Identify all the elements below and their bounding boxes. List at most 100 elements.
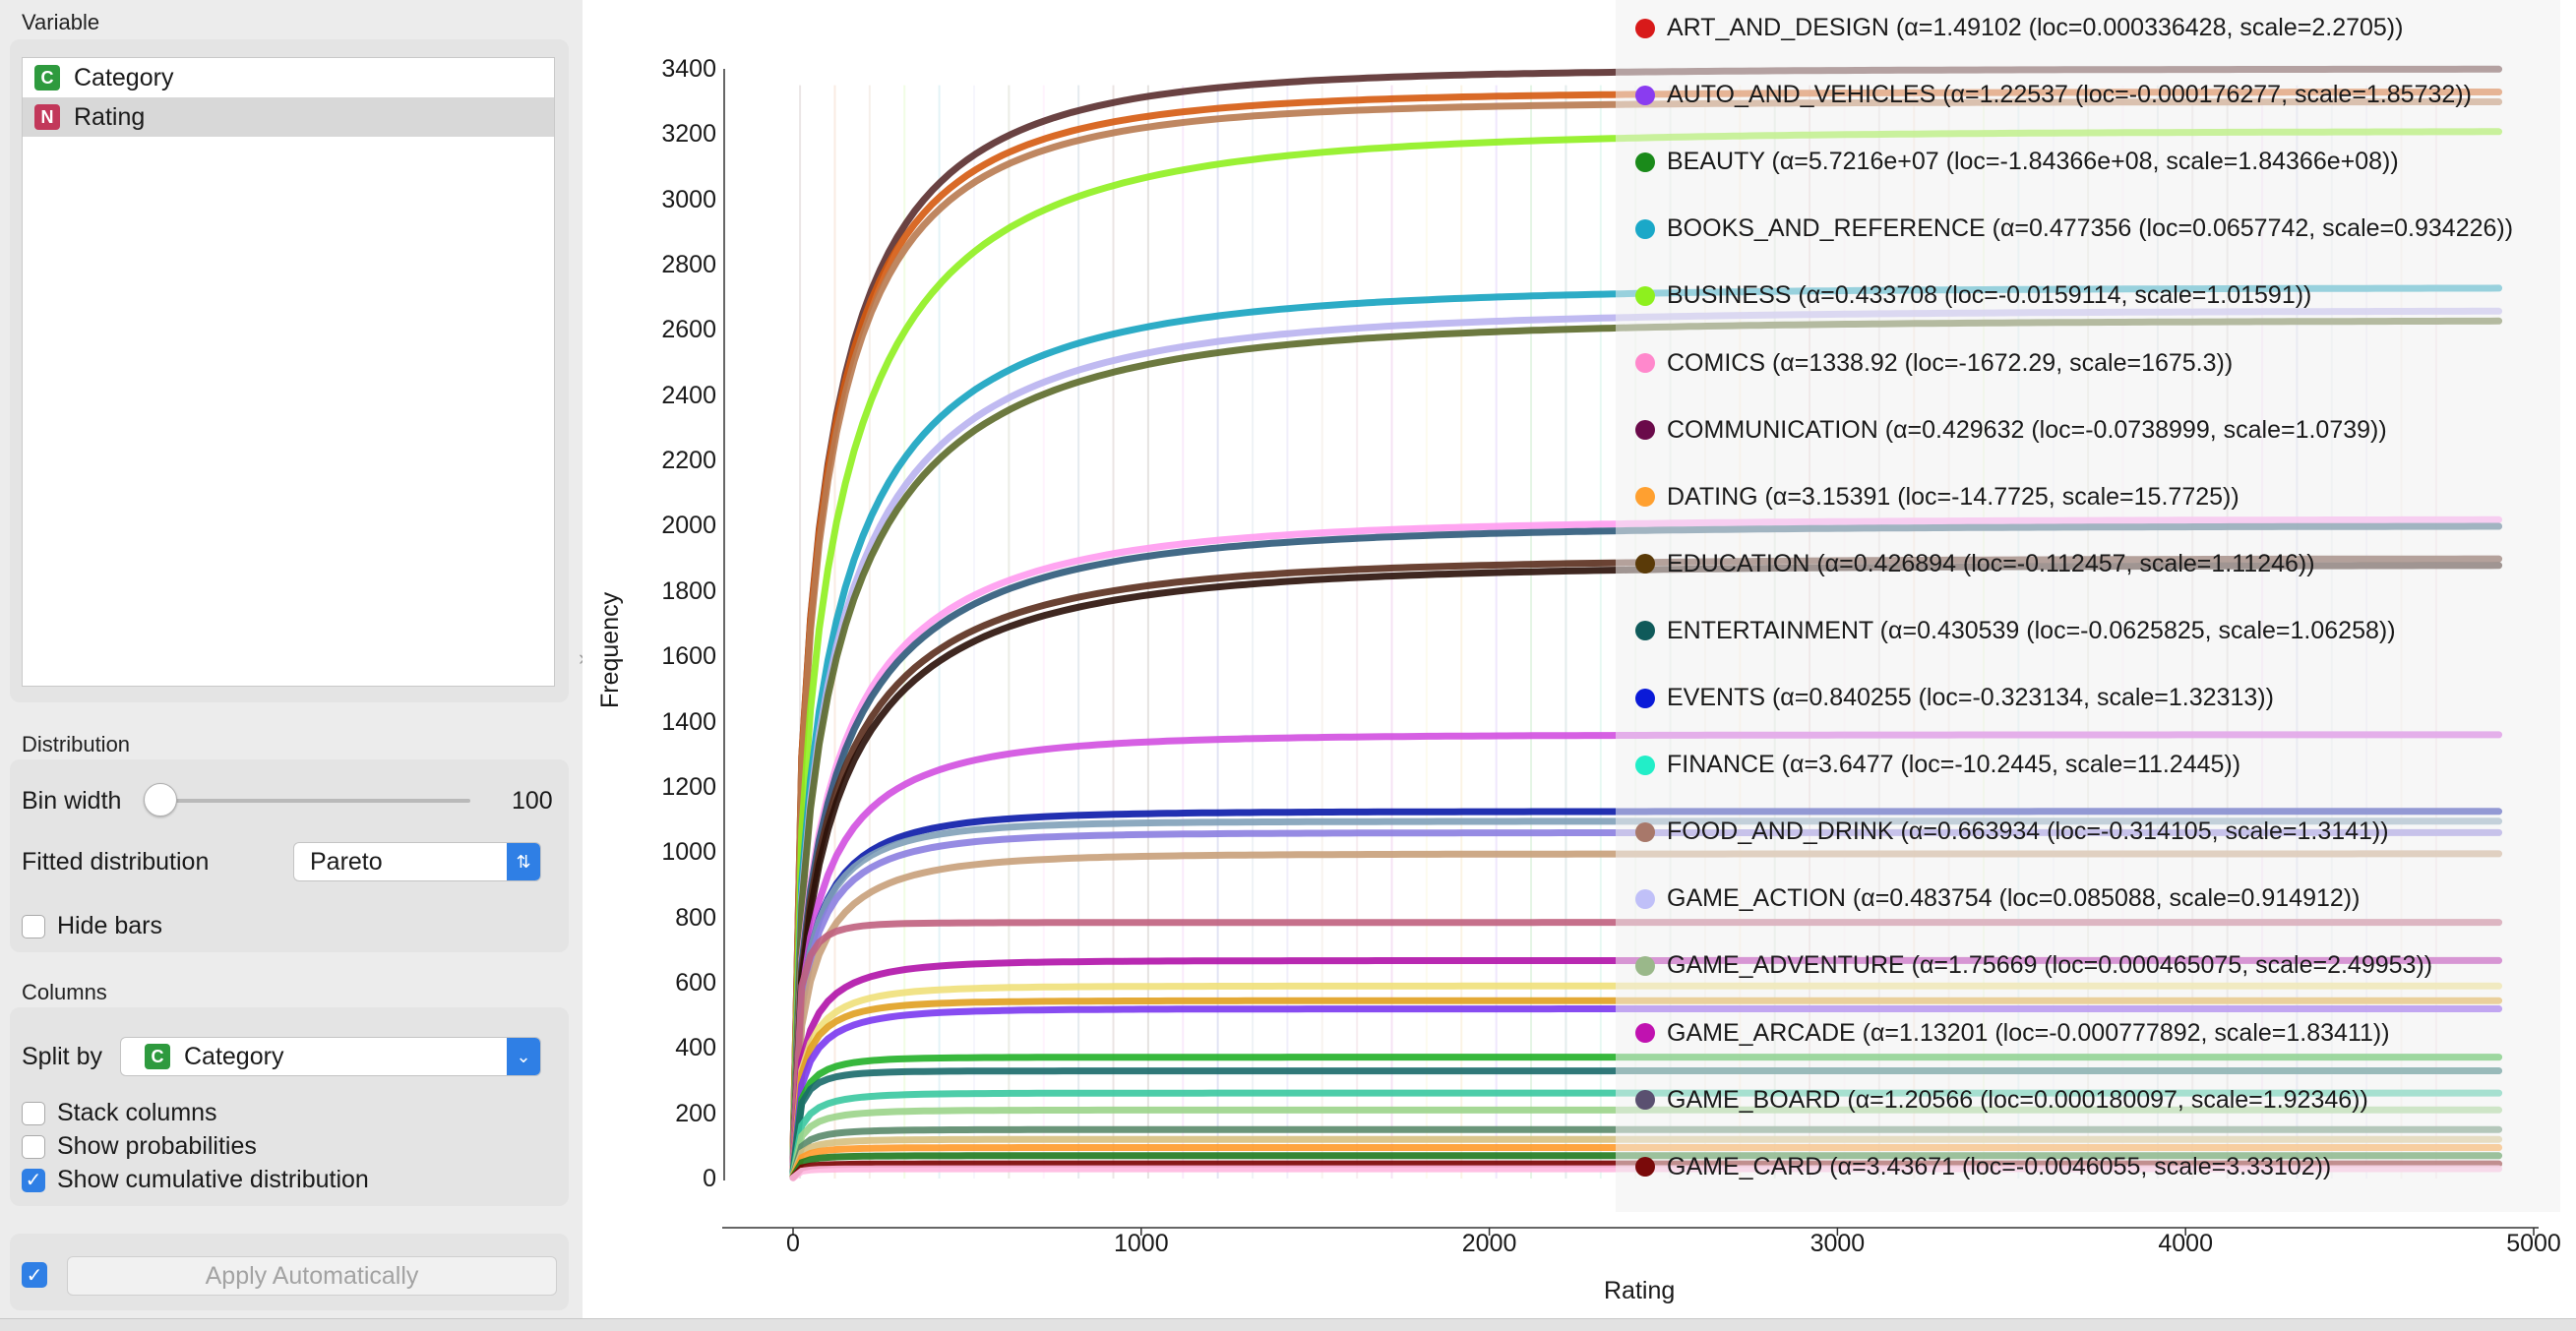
- stack-columns-label: Stack columns: [57, 1099, 217, 1126]
- y-tick-label: 2000: [661, 512, 716, 540]
- y-tick-label: 2600: [661, 316, 716, 344]
- variable-section-title: Variable: [22, 10, 100, 34]
- y-tick-label: 1000: [661, 838, 716, 867]
- stack-columns-checkbox[interactable]: Stack columns: [22, 1099, 217, 1127]
- y-tick-label: 1800: [661, 576, 716, 605]
- y-tick-label: 1400: [661, 707, 716, 736]
- legend-item: GAME_ADVENTURE (α=1.75669 (loc=0.0004650…: [1635, 951, 2432, 980]
- fitted-distribution-label: Fitted distribution: [22, 848, 210, 876]
- legend-label: FINANCE (α=3.6477 (loc=-10.2445, scale=1…: [1667, 751, 2241, 779]
- fitted-distribution-value: Pareto: [310, 847, 383, 876]
- distribution-section-title: Distribution: [22, 732, 131, 756]
- legend-item: FOOD_AND_DRINK (α=0.663934 (loc=-0.31410…: [1635, 817, 2389, 846]
- variable-item-category[interactable]: C Category: [23, 58, 554, 97]
- legend-label: AUTO_AND_VEHICLES (α=1.22537 (loc=-0.000…: [1667, 81, 2472, 109]
- y-tick-label: 200: [675, 1099, 716, 1127]
- legend-label: BEAUTY (α=5.7216e+07 (loc=-1.84366e+08, …: [1667, 148, 2399, 176]
- legend-swatch-icon: [1635, 353, 1655, 373]
- split-by-label: Split by: [22, 1043, 102, 1070]
- legend-swatch-icon: [1635, 554, 1655, 575]
- splitter-handle-icon[interactable]: ›: [579, 645, 585, 671]
- legend-swatch-icon: [1635, 18, 1655, 38]
- variable-list[interactable]: C Category N Rating: [22, 57, 555, 687]
- legend-label: DATING (α=3.15391 (loc=-14.7725, scale=1…: [1667, 482, 2239, 511]
- legend-label: EVENTS (α=0.840255 (loc=-0.323134, scale…: [1667, 684, 2274, 711]
- split-by-select[interactable]: C Category ⌄: [120, 1037, 541, 1076]
- y-tick-label: 800: [675, 903, 716, 932]
- legend-label: FOOD_AND_DRINK (α=0.663934 (loc=-0.31410…: [1667, 817, 2389, 846]
- legend-label: GAME_ARCADE (α=1.13201 (loc=-0.000777892…: [1667, 1018, 2390, 1047]
- legend-swatch-icon: [1635, 1157, 1655, 1178]
- legend-swatch-icon: [1635, 888, 1655, 909]
- checkmark-icon[interactable]: ✓: [22, 1168, 45, 1192]
- y-tick-label: 0: [703, 1165, 716, 1192]
- legend-swatch-icon: [1635, 1090, 1655, 1111]
- legend-item: ENTERTAINMENT (α=0.430539 (loc=-0.062582…: [1635, 617, 2396, 645]
- variable-item-rating[interactable]: N Rating: [23, 97, 554, 137]
- y-tick-label: 1600: [661, 642, 716, 671]
- hide-bars-label: Hide bars: [57, 912, 162, 939]
- y-tick-label: 1200: [661, 772, 716, 801]
- legend-swatch-icon: [1635, 755, 1655, 775]
- legend-swatch-icon: [1635, 285, 1655, 306]
- split-by-value: Category: [184, 1042, 284, 1070]
- updown-chevron-icon: ⇅: [507, 843, 540, 880]
- y-tick-label: 3000: [661, 185, 716, 213]
- show-cumulative-checkbox[interactable]: ✓ Show cumulative distribution: [22, 1166, 369, 1194]
- y-axis-title: Frequency: [596, 591, 624, 708]
- legend-item: GAME_ACTION (α=0.483754 (loc=0.085088, s…: [1635, 884, 2360, 913]
- legend: [1616, 0, 2560, 1212]
- legend-item: GAME_CARD (α=3.43671 (loc=-0.0046055, sc…: [1635, 1153, 2331, 1181]
- x-tick-label: 5000: [2506, 1230, 2561, 1257]
- legend-label: GAME_ADVENTURE (α=1.75669 (loc=0.0004650…: [1667, 951, 2433, 980]
- legend-label: BUSINESS (α=0.433708 (loc=-0.0159114, sc…: [1667, 281, 2312, 310]
- bin-width-slider-handle[interactable]: [144, 783, 177, 817]
- legend-item: ART_AND_DESIGN (α=1.49102 (loc=0.0003364…: [1635, 14, 2403, 42]
- legend-label: BOOKS_AND_REFERENCE (α=0.477356 (loc=0.0…: [1667, 214, 2514, 243]
- legend-swatch-icon: [1635, 85, 1655, 105]
- fitted-distribution-select[interactable]: Pareto ⇅: [293, 842, 541, 881]
- legend-swatch-icon: [1635, 621, 1655, 641]
- legend-item: BEAUTY (α=5.7216e+07 (loc=-1.84366e+08, …: [1635, 148, 2399, 176]
- chevron-down-icon: ⌄: [507, 1038, 540, 1075]
- variable-item-label: Rating: [74, 102, 146, 131]
- bin-width-label: Bin width: [22, 787, 122, 815]
- legend-item: COMICS (α=1338.92 (loc=-1672.29, scale=1…: [1635, 349, 2233, 378]
- checkbox-unchecked-icon[interactable]: [22, 914, 45, 938]
- numeric-icon: N: [34, 104, 60, 130]
- legend-item: AUTO_AND_VEHICLES (α=1.22537 (loc=-0.000…: [1635, 81, 2472, 109]
- columns-section-title: Columns: [22, 980, 107, 1004]
- legend-label: ENTERTAINMENT (α=0.430539 (loc=-0.062582…: [1667, 616, 2396, 644]
- legend-swatch-icon: [1635, 487, 1655, 508]
- legend-item: FINANCE (α=3.6477 (loc=-10.2445, scale=1…: [1635, 751, 2240, 779]
- legend-label: GAME_BOARD (α=1.20566 (loc=0.000180097, …: [1667, 1085, 2368, 1114]
- legend-swatch-icon: [1635, 151, 1655, 172]
- status-bar: [0, 1318, 2576, 1331]
- legend-swatch-icon: [1635, 688, 1655, 708]
- y-tick-label: 400: [675, 1034, 716, 1062]
- bin-width-value: 100: [512, 787, 553, 815]
- legend-label: COMICS (α=1338.92 (loc=-1672.29, scale=1…: [1667, 348, 2234, 377]
- legend-label: GAME_CARD (α=3.43671 (loc=-0.0046055, sc…: [1667, 1152, 2332, 1180]
- categorical-icon: C: [34, 65, 60, 91]
- show-probabilities-checkbox[interactable]: Show probabilities: [22, 1132, 257, 1161]
- apply-automatically-checkbox[interactable]: ✓: [22, 1262, 59, 1288]
- legend-swatch-icon: [1635, 821, 1655, 842]
- y-tick-label: 3400: [661, 55, 716, 83]
- legend-item: DATING (α=3.15391 (loc=-14.7725, scale=1…: [1635, 483, 2239, 512]
- bin-width-slider-track[interactable]: [157, 799, 470, 803]
- legend-label: COMMUNICATION (α=0.429632 (loc=-0.073899…: [1667, 415, 2387, 444]
- apply-automatically-button[interactable]: Apply Automatically: [67, 1256, 557, 1296]
- checkbox-unchecked-icon[interactable]: [22, 1101, 45, 1125]
- checkmark-icon[interactable]: ✓: [22, 1262, 47, 1288]
- legend-item: EDUCATION (α=0.426894 (loc=-0.112457, sc…: [1635, 550, 2315, 578]
- checkbox-unchecked-icon[interactable]: [22, 1134, 45, 1159]
- legend-item: GAME_BOARD (α=1.20566 (loc=0.000180097, …: [1635, 1086, 2368, 1115]
- y-tick-label: 2800: [661, 251, 716, 279]
- hide-bars-checkbox[interactable]: Hide bars: [22, 912, 162, 940]
- legend-item: COMMUNICATION (α=0.429632 (loc=-0.073899…: [1635, 416, 2387, 445]
- legend-label: GAME_ACTION (α=0.483754 (loc=0.085088, s…: [1667, 884, 2361, 913]
- categorical-icon: C: [145, 1044, 170, 1069]
- x-tick-label: 2000: [1461, 1230, 1517, 1257]
- legend-label: ART_AND_DESIGN (α=1.49102 (loc=0.0003364…: [1667, 14, 2404, 41]
